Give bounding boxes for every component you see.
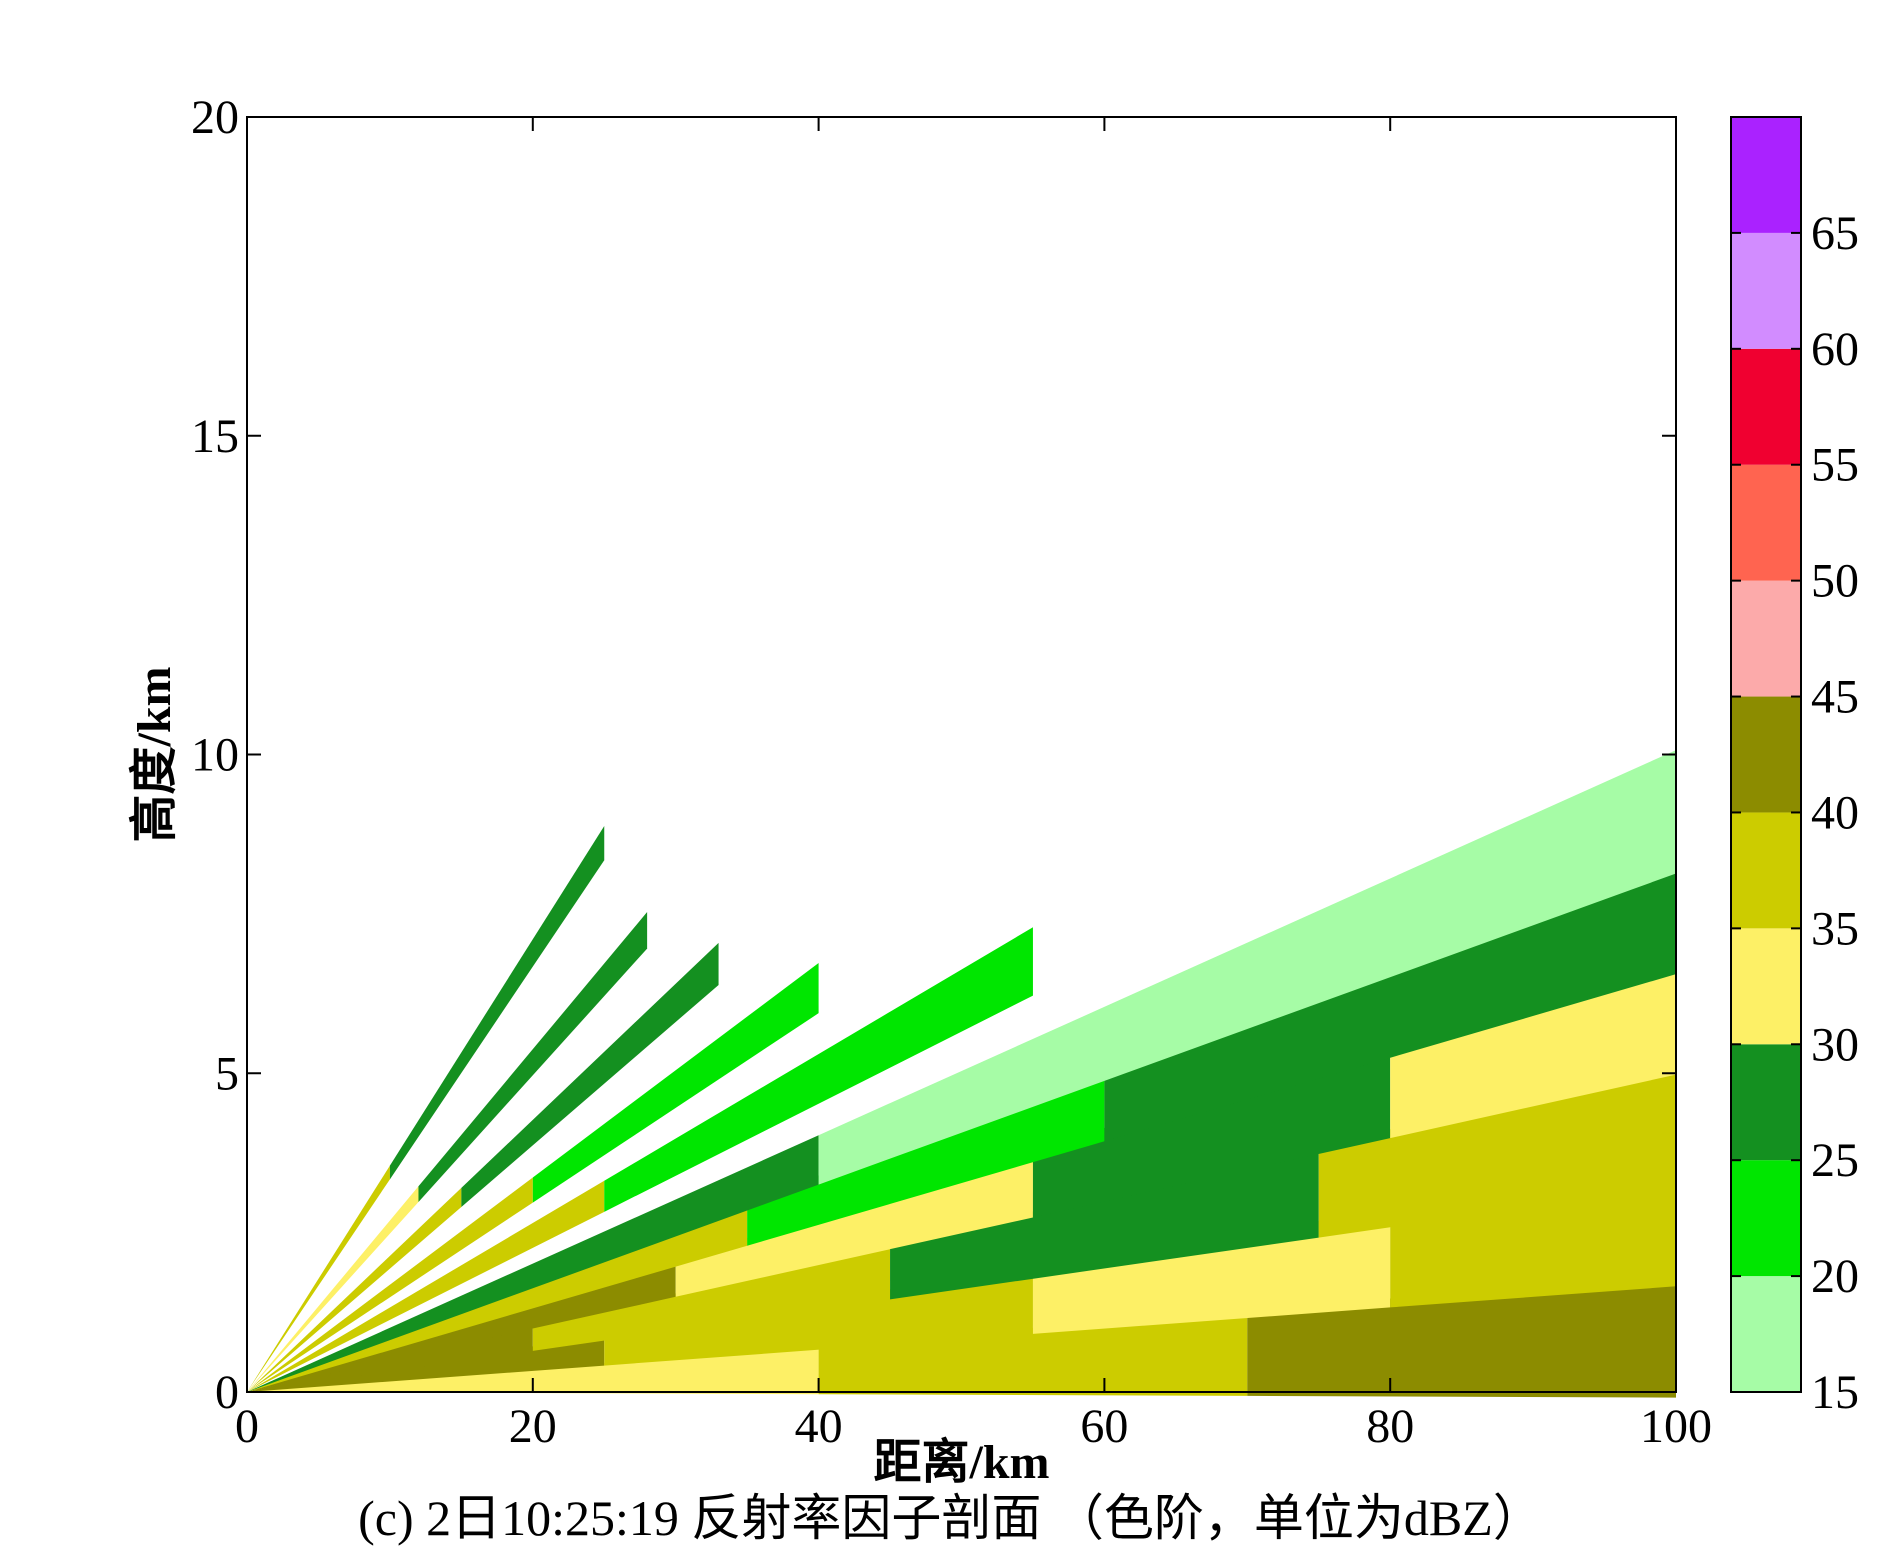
reflectivity-band: [532, 962, 819, 1203]
colorbar-tick-label: 15: [1811, 1366, 1859, 1419]
reflectivity-band: [247, 1186, 419, 1392]
radar-beam: [247, 826, 605, 1392]
colorbar-segment: [1731, 348, 1801, 465]
reflectivity-band: [818, 750, 1676, 1185]
radar-beam: [247, 927, 1033, 1392]
colorbar-tick-label: 25: [1811, 1134, 1859, 1187]
reflectivity-band: [247, 1135, 819, 1392]
colorbar-tick-label: 45: [1811, 671, 1859, 724]
y-tick-label: 5: [215, 1047, 239, 1100]
colorbar-tick-label: 40: [1811, 786, 1859, 839]
x-axis-label: 距离/km: [873, 1436, 1049, 1489]
colorbar-tick-label: 35: [1811, 902, 1859, 955]
colorbar-segment: [1731, 117, 1801, 233]
colorbar-segment: [1731, 1276, 1801, 1392]
colorbar-frame: [1730, 116, 1802, 1393]
figure-caption: (c) 2日10:25:19 反射率因子剖面 （色阶，单位为dBZ）: [358, 1490, 1543, 1546]
y-tick-label: 10: [191, 729, 239, 782]
y-tick-label: 15: [191, 410, 239, 463]
x-tick-label: 80: [1366, 1400, 1414, 1453]
reflectivity-band: [818, 1310, 1248, 1396]
reflectivity-band: [247, 1187, 462, 1392]
reflectivity-band: [604, 927, 1033, 1212]
reflectivity-band: [890, 1145, 1319, 1300]
x-tick-label: 20: [509, 1400, 557, 1453]
colorbar-tick-label: 55: [1811, 439, 1859, 492]
reflectivity-band: [1032, 1039, 1391, 1218]
radar-beam: [247, 750, 1676, 1392]
colorbar-segment: [1731, 580, 1801, 697]
reflectivity-band: [532, 1244, 891, 1351]
y-tick-label: 0: [215, 1366, 239, 1419]
colorbar-segment: [1731, 1160, 1801, 1277]
colorbar-tick-label: 65: [1811, 207, 1859, 260]
plot-area: [247, 750, 1676, 1398]
colorbar: 15 20 25 30 35 40 45 50 55 60 65: [1730, 116, 1859, 1419]
colorbar-segment: [1731, 812, 1801, 929]
colorbar-tick-label: 30: [1811, 1018, 1859, 1071]
x-tick-label: 60: [1080, 1400, 1128, 1453]
colorbar-segment: [1731, 1044, 1801, 1161]
axes: 0 20 40 60 80 100 0 5 10 15 20: [191, 91, 1712, 1453]
reflectivity-band: [247, 1165, 390, 1392]
colorbar-segment: [1731, 232, 1801, 349]
reflectivity-band: [1390, 951, 1676, 1139]
reflectivity-band: [418, 912, 648, 1202]
colorbar-segment: [1731, 928, 1801, 1045]
x-tick-label: 40: [795, 1400, 843, 1453]
reflectivity-band: [1032, 1209, 1391, 1334]
radar-beam: [247, 962, 819, 1392]
colorbar-segment: [1731, 464, 1801, 581]
colorbar-segment: [1731, 696, 1801, 813]
reflectivity-band: [389, 826, 605, 1180]
y-tick-label: 20: [191, 91, 239, 144]
reflectivity-band: [1318, 1063, 1676, 1238]
y-axis-label: 高度/km: [128, 666, 181, 842]
radar-beam: [247, 912, 648, 1392]
colorbar-tick-label: 20: [1811, 1250, 1859, 1303]
x-tick-label: 100: [1640, 1400, 1712, 1453]
x-tick-label: 0: [235, 1400, 259, 1453]
colorbar-tick-label: 50: [1811, 555, 1859, 608]
reflectivity-band: [247, 1180, 605, 1392]
reflectivity-band: [247, 1177, 533, 1392]
colorbar-tick-label: 60: [1811, 323, 1859, 376]
reflectivity-band: [461, 942, 719, 1207]
radar-beam: [247, 942, 719, 1392]
